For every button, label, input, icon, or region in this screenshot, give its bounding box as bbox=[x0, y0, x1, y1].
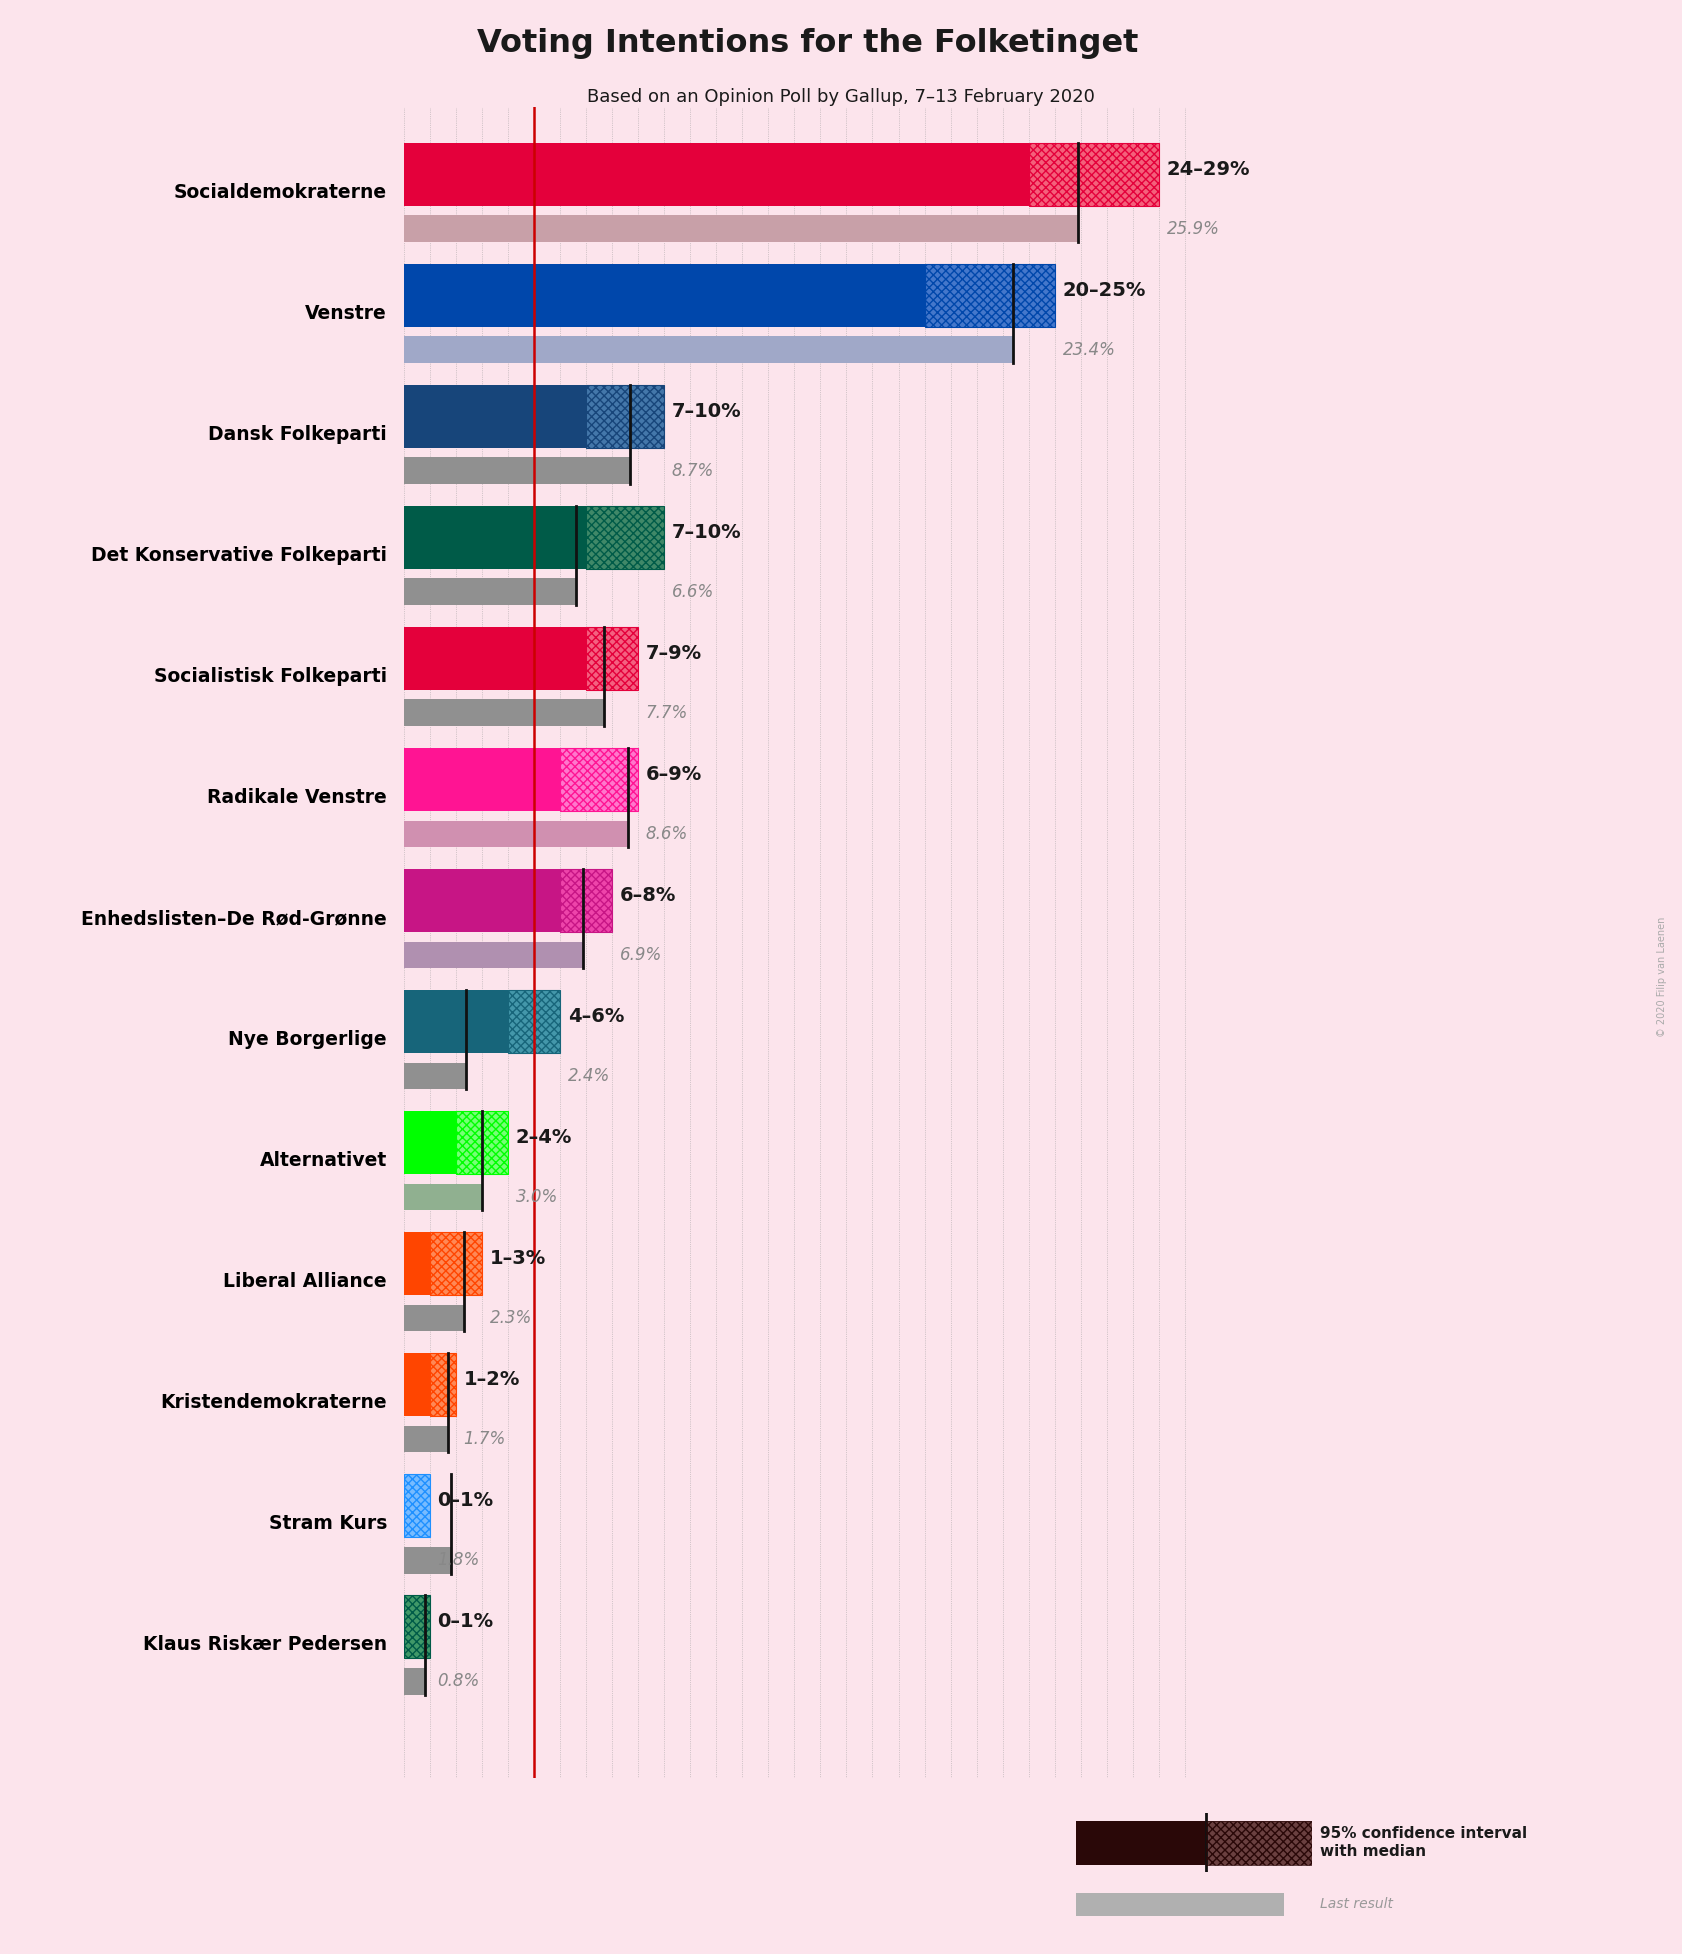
Text: 2.4%: 2.4% bbox=[569, 1067, 611, 1084]
Text: 0.8%: 0.8% bbox=[437, 1673, 479, 1690]
Text: © 2020 Filip van Laenen: © 2020 Filip van Laenen bbox=[1657, 916, 1667, 1038]
Bar bbox=[404, 1594, 429, 1659]
Text: 8.6%: 8.6% bbox=[646, 825, 688, 842]
Bar bbox=[404, 748, 560, 811]
Text: 7–10%: 7–10% bbox=[671, 524, 742, 541]
Bar bbox=[404, 1354, 429, 1417]
Bar bbox=[1076, 1821, 1206, 1864]
Bar bbox=[404, 506, 585, 569]
Bar bbox=[404, 1473, 429, 1538]
Bar bbox=[404, 457, 631, 485]
Bar bbox=[508, 991, 560, 1053]
Bar bbox=[404, 1112, 456, 1174]
Bar bbox=[404, 1426, 447, 1452]
Text: Based on an Opinion Poll by Gallup, 7–13 February 2020: Based on an Opinion Poll by Gallup, 7–13… bbox=[587, 88, 1095, 106]
Text: 23.4%: 23.4% bbox=[1063, 340, 1115, 360]
Bar bbox=[925, 264, 1055, 326]
Text: 7.7%: 7.7% bbox=[646, 703, 688, 721]
Bar bbox=[404, 627, 585, 690]
Bar bbox=[925, 264, 1055, 326]
Bar bbox=[404, 264, 925, 326]
Bar bbox=[404, 1669, 424, 1694]
Bar bbox=[404, 578, 575, 606]
Bar bbox=[404, 991, 508, 1053]
Bar bbox=[404, 870, 560, 932]
Bar bbox=[456, 1112, 508, 1174]
Bar bbox=[456, 1112, 508, 1174]
Bar bbox=[404, 821, 627, 848]
Bar bbox=[1206, 1821, 1312, 1864]
Text: 1.7%: 1.7% bbox=[464, 1430, 506, 1448]
Bar bbox=[560, 748, 637, 811]
Text: 95% confidence interval
with median: 95% confidence interval with median bbox=[1320, 1827, 1527, 1858]
Text: 6–8%: 6–8% bbox=[621, 885, 676, 905]
Bar bbox=[404, 942, 584, 969]
Bar bbox=[508, 991, 560, 1053]
Bar bbox=[404, 1184, 481, 1210]
Bar bbox=[404, 1473, 429, 1538]
Bar bbox=[1076, 1893, 1283, 1915]
Text: 1.8%: 1.8% bbox=[437, 1551, 479, 1569]
Text: 25.9%: 25.9% bbox=[1167, 219, 1219, 238]
Text: 7–10%: 7–10% bbox=[671, 403, 742, 420]
Bar bbox=[429, 1354, 456, 1417]
Bar bbox=[1029, 143, 1159, 205]
Bar bbox=[585, 627, 637, 690]
Bar bbox=[404, 1594, 429, 1659]
Text: 6–9%: 6–9% bbox=[646, 766, 701, 784]
Bar bbox=[585, 506, 664, 569]
Bar bbox=[1206, 1821, 1312, 1864]
Bar bbox=[585, 506, 664, 569]
Bar bbox=[585, 385, 664, 447]
Bar bbox=[404, 143, 1029, 205]
Bar bbox=[429, 1354, 456, 1417]
Text: 2–4%: 2–4% bbox=[516, 1127, 572, 1147]
Text: 6.9%: 6.9% bbox=[621, 946, 663, 963]
Bar bbox=[560, 748, 637, 811]
Bar bbox=[560, 870, 612, 932]
Text: Last result: Last result bbox=[1320, 1897, 1393, 1911]
Bar bbox=[404, 215, 1078, 242]
Text: 1–3%: 1–3% bbox=[489, 1249, 547, 1268]
Text: 2.3%: 2.3% bbox=[489, 1309, 532, 1327]
Bar bbox=[404, 1233, 429, 1296]
Text: 3.0%: 3.0% bbox=[516, 1188, 558, 1206]
Bar bbox=[429, 1233, 481, 1296]
Bar bbox=[404, 1548, 451, 1573]
Text: 0–1%: 0–1% bbox=[437, 1612, 493, 1632]
Bar bbox=[585, 385, 664, 447]
Text: 24–29%: 24–29% bbox=[1167, 160, 1250, 178]
Bar bbox=[404, 1305, 464, 1331]
Bar bbox=[404, 385, 585, 447]
Text: 8.7%: 8.7% bbox=[671, 461, 715, 479]
Text: 0–1%: 0–1% bbox=[437, 1491, 493, 1510]
Text: 6.6%: 6.6% bbox=[671, 582, 715, 600]
Text: 1–2%: 1–2% bbox=[464, 1370, 520, 1389]
Bar bbox=[404, 700, 604, 727]
Text: 20–25%: 20–25% bbox=[1063, 281, 1145, 299]
Bar bbox=[429, 1233, 481, 1296]
Bar bbox=[404, 1063, 466, 1088]
Title: Voting Intentions for the Folketinget: Voting Intentions for the Folketinget bbox=[476, 27, 1139, 59]
Text: 7–9%: 7–9% bbox=[646, 645, 701, 662]
Bar bbox=[1029, 143, 1159, 205]
Bar bbox=[585, 627, 637, 690]
Bar bbox=[404, 336, 1013, 363]
Bar bbox=[560, 870, 612, 932]
Text: 4–6%: 4–6% bbox=[569, 1006, 624, 1026]
